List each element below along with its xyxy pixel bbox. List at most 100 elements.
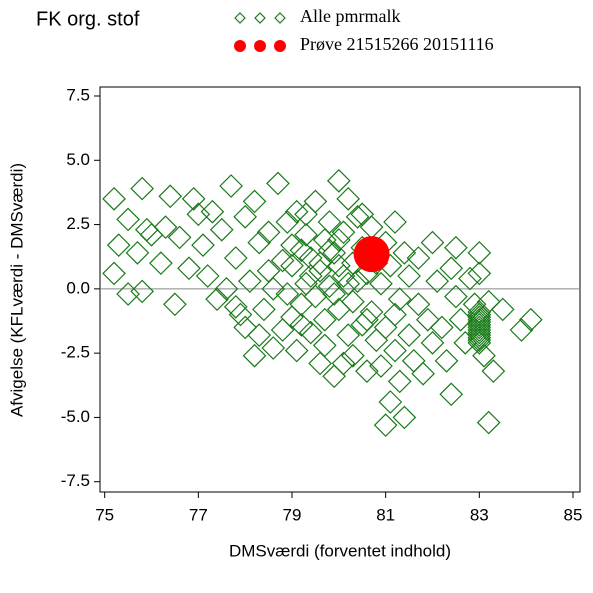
data-point (490, 297, 515, 322)
data-point (439, 256, 464, 281)
data-point (167, 225, 192, 250)
data-point (383, 210, 407, 234)
data-point (476, 410, 501, 435)
data-point (467, 315, 492, 340)
data-point (467, 241, 492, 265)
data-point (298, 320, 323, 345)
data-point (223, 295, 248, 319)
data-point (284, 199, 309, 224)
data-point (369, 354, 393, 378)
data-point (336, 187, 361, 211)
data-point (116, 207, 140, 232)
data-point (125, 241, 150, 265)
data-point (467, 302, 492, 327)
data-point (294, 223, 318, 247)
data-point (219, 174, 243, 198)
y-tick-label: -2.5 (61, 343, 90, 362)
data-point (430, 315, 454, 340)
y-tick-label: 5.0 (66, 150, 90, 169)
legend-marker (254, 12, 266, 24)
data-point (280, 305, 304, 329)
data-point (317, 274, 342, 299)
data-point (163, 292, 187, 317)
data-point (509, 318, 534, 342)
data-point (242, 343, 267, 368)
data-point (247, 323, 272, 347)
data-point (434, 349, 459, 373)
x-tick-label: 75 (95, 505, 114, 524)
data-point (102, 187, 126, 211)
data-point (228, 302, 253, 327)
legend-label: Prøve 21515266 20151116 (300, 34, 494, 54)
data-point (326, 253, 351, 278)
y-tick-label: -5.0 (61, 407, 90, 426)
data-point (369, 271, 393, 296)
data-point (317, 238, 342, 263)
data-point (186, 202, 211, 227)
data-point (275, 282, 300, 306)
legend-marker (254, 40, 266, 52)
data-point (345, 269, 370, 293)
data-point (448, 307, 473, 332)
data-point (392, 405, 417, 430)
data-point (420, 331, 445, 355)
data-point (467, 331, 492, 355)
data-point (294, 202, 318, 227)
data-point (392, 241, 417, 265)
data-point (284, 338, 309, 363)
data-point (242, 189, 267, 214)
data-point (444, 235, 468, 260)
data-point (149, 251, 173, 275)
data-point (181, 187, 206, 211)
data-point (467, 310, 492, 335)
data-point (467, 325, 492, 350)
data-point (373, 413, 398, 437)
data-point (383, 302, 407, 327)
data-point (444, 284, 468, 309)
data-point (280, 253, 304, 278)
data-point (336, 323, 361, 347)
data-point (387, 287, 412, 311)
data-point (303, 284, 328, 309)
data-point (303, 189, 328, 214)
x-tick-label: 77 (189, 505, 208, 524)
data-point (153, 215, 178, 239)
data-point (308, 351, 332, 376)
data-point (425, 269, 450, 293)
data-point (406, 292, 431, 317)
data-point (289, 292, 314, 317)
data-point (355, 307, 379, 332)
data-point (200, 199, 225, 224)
data-point (359, 300, 384, 324)
data-point (401, 349, 426, 373)
data-point (106, 233, 131, 257)
data-point (261, 336, 286, 360)
data-point (266, 171, 290, 196)
data-point (331, 351, 356, 376)
data-point (223, 246, 248, 270)
data-point (467, 323, 492, 347)
data-point (397, 323, 421, 347)
y-tick-label: 7.5 (66, 85, 90, 104)
data-point (467, 318, 492, 342)
data-point (518, 307, 543, 332)
data-point (317, 210, 342, 234)
data-point (355, 359, 379, 383)
data-point (261, 277, 286, 301)
data-point (256, 259, 281, 283)
data-point (467, 313, 492, 337)
data-point (270, 318, 295, 342)
data-point (331, 220, 356, 245)
data-point (247, 230, 272, 255)
data-point (378, 390, 403, 414)
data-point (116, 282, 140, 306)
x-tick-label: 83 (470, 505, 489, 524)
data-point (359, 215, 384, 239)
data-point (177, 256, 201, 281)
chart-title: FK org. stof (36, 8, 140, 30)
x-tick-label: 79 (283, 505, 302, 524)
data-point (481, 359, 506, 383)
data-point (312, 333, 337, 358)
